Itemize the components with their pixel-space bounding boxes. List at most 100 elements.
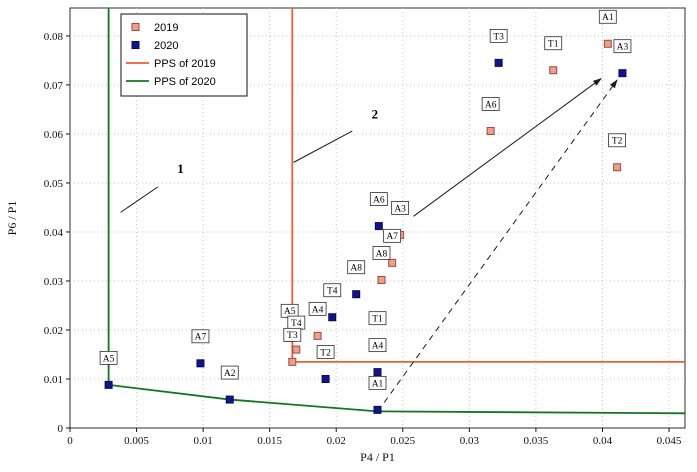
point-label-text: A5	[103, 354, 115, 364]
point-label-text: A5	[284, 307, 296, 317]
point-label-box-2020-A3	[613, 39, 632, 54]
data-point-2020-A4	[373, 368, 382, 377]
point-label-box-2019-A3	[391, 201, 410, 215]
point-label-text: A4	[372, 342, 384, 352]
point-label-box-2020-A8	[347, 260, 366, 275]
x-tick-label: 0.045	[657, 435, 682, 447]
data-point-2020-A6	[374, 222, 383, 231]
x-tick-label: 0	[67, 435, 73, 447]
data-point-2019-T4	[292, 345, 301, 354]
data-point-2020-A2	[225, 395, 234, 404]
point-label-text: A8	[376, 249, 388, 259]
data-point-2020-T2	[321, 374, 330, 383]
data-point-2019-T2	[613, 163, 622, 172]
point-label-box-2020-T4	[323, 283, 342, 298]
point-label-text: A8	[350, 264, 362, 274]
point-label-box-2020-A7	[191, 329, 210, 344]
x-tick-label: 0.04	[593, 435, 613, 447]
point-label-box-2020-A2	[220, 365, 239, 380]
point-label-box-2020-T3	[489, 28, 508, 43]
data-point-2020-A5	[104, 380, 113, 389]
legend-entry-label: 2020	[154, 40, 178, 52]
point-label-text: T3	[287, 331, 298, 341]
point-label-text: T1	[372, 315, 383, 325]
data-point-2020-T3	[494, 58, 503, 67]
point-label-box-2019-T2	[608, 133, 627, 148]
point-label-text: A7	[386, 232, 398, 242]
point-label-text: T4	[327, 287, 338, 297]
x-tick-label: 0.025	[390, 435, 415, 447]
data-point-2019-A8	[377, 275, 386, 284]
point-label-text: T1	[548, 40, 559, 50]
point-label-text: T2	[612, 137, 623, 147]
point-label-box-2019-T3	[283, 327, 302, 342]
point-label-box-2019-A8	[372, 246, 391, 260]
point-label-text: A1	[602, 13, 614, 23]
x-tick-label: 0.005	[124, 435, 149, 447]
point-label-text: A4	[312, 305, 324, 315]
y-tick-label: 0.04	[44, 227, 64, 239]
annotation-leader-line	[293, 130, 353, 163]
data-point-2020-A3	[618, 69, 627, 78]
legend-entry-label: PPS of 2019	[154, 58, 216, 70]
y-tick-label: 0.02	[44, 325, 63, 337]
point-label-text: A1	[372, 379, 384, 389]
point-label-text: A7	[195, 333, 207, 343]
y-tick-label: 0	[58, 423, 64, 435]
point-label-box-2019-T1	[544, 36, 563, 51]
point-label-text: A3	[617, 43, 629, 53]
y-tick-label: 0.05	[44, 178, 64, 190]
point-label-box-2019-A6	[481, 97, 500, 111]
point-label-box-2020-T1	[368, 311, 387, 326]
point-label-box-2019-A1	[598, 9, 617, 24]
point-label-box-2020-A6	[369, 192, 388, 206]
point-label-box-2019-A4	[308, 301, 327, 316]
point-label-text: T4	[291, 319, 302, 329]
point-label-box-2020-A1	[368, 375, 387, 390]
y-tick-label: 0.03	[44, 276, 64, 288]
legend-entry-label: 2019	[154, 22, 178, 34]
x-tick-label: 0.03	[460, 435, 480, 447]
legend-box	[120, 13, 248, 97]
x-tick-label: 0.01	[193, 435, 212, 447]
x-tick-label: 0.015	[257, 435, 282, 447]
point-label-box-2020-A4	[368, 338, 387, 353]
point-label-box-2020-A5	[99, 350, 118, 365]
point-label-text: T3	[493, 32, 504, 42]
annotation-number: 2	[372, 106, 379, 121]
y-tick-label: 0.01	[44, 374, 63, 386]
data-point-2019-A6	[486, 127, 495, 136]
data-point-2019-T3	[288, 357, 297, 366]
data-point-2019-A1	[603, 39, 612, 48]
legend-entry-label: PPS of 2020	[154, 76, 216, 88]
point-label-text: A6	[373, 195, 385, 205]
y-axis-title: P6 / P1	[5, 201, 19, 236]
change-arrow-solid	[413, 77, 602, 217]
legend-marker-2020	[131, 41, 140, 49]
data-point-2020-A1	[373, 405, 382, 414]
point-label-box-2019-A7	[383, 228, 402, 243]
data-point-2020-A8	[352, 290, 361, 299]
point-label-text: T2	[320, 348, 331, 358]
x-tick-label: 0.035	[524, 435, 549, 447]
y-tick-label: 0.06	[44, 129, 64, 141]
x-axis-title: P4 / P1	[360, 450, 395, 464]
data-point-2019-A4	[313, 331, 322, 340]
annotation-number: 1	[177, 161, 184, 176]
point-label-box-2020-T2	[316, 345, 335, 359]
legend-marker-2019	[131, 23, 140, 31]
change-arrow-dashed	[383, 79, 618, 403]
data-point-2019-T1	[549, 66, 558, 75]
data-point-2019-A7	[388, 258, 397, 267]
point-label-text: A3	[394, 204, 406, 214]
data-point-2020-T4	[328, 313, 337, 322]
data-point-2020-A7	[196, 359, 205, 368]
y-tick-label: 0.07	[44, 80, 64, 92]
point-label-text: A6	[485, 100, 497, 110]
x-tick-label: 0.02	[327, 435, 346, 447]
point-label-text: A2	[224, 369, 236, 379]
annotation-leader-line	[120, 186, 159, 213]
y-tick-label: 0.08	[44, 31, 64, 43]
